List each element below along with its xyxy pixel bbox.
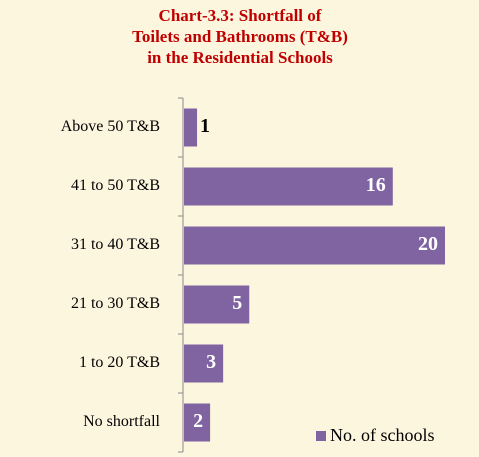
- data-label: 20: [418, 233, 438, 255]
- data-label: 16: [366, 174, 386, 196]
- y-tick-label: 1 to 20 T&B: [79, 354, 160, 371]
- y-tick-label: No shortfall: [83, 413, 160, 430]
- chart-title: Toilets and Bathrooms (T&B): [132, 27, 348, 46]
- bar: [184, 226, 445, 265]
- data-label: 3: [206, 351, 216, 373]
- y-tick-label: 31 to 40 T&B: [71, 236, 160, 253]
- bar: [184, 167, 393, 206]
- data-label: 5: [232, 292, 242, 314]
- bar: [184, 344, 224, 383]
- y-tick-label: 41 to 50 T&B: [71, 177, 160, 194]
- data-label: 2: [193, 410, 203, 432]
- legend-swatch: [316, 431, 326, 441]
- bar: [184, 285, 250, 324]
- chart-title: in the Residential Schools: [147, 48, 333, 67]
- y-tick-label: Above 50 T&B: [61, 118, 160, 135]
- data-label: 1: [200, 115, 210, 137]
- bar: [184, 403, 211, 442]
- legend-label: No. of schools: [330, 425, 435, 445]
- chart-title: Chart-3.3: Shortfall of: [159, 6, 322, 25]
- bar: [184, 108, 198, 147]
- y-tick-label: 21 to 30 T&B: [71, 295, 160, 312]
